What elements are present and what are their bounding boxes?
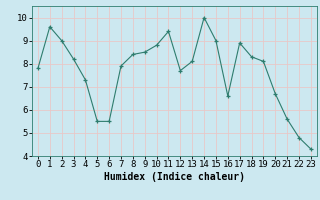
X-axis label: Humidex (Indice chaleur): Humidex (Indice chaleur) xyxy=(104,172,245,182)
